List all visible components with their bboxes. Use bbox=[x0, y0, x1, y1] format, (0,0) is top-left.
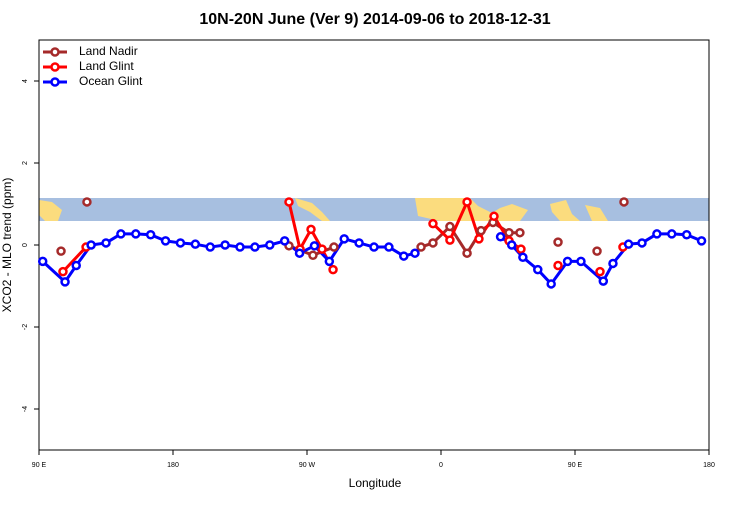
land bbox=[415, 198, 528, 221]
data-point bbox=[205, 242, 215, 252]
data-point bbox=[399, 251, 409, 261]
data-point bbox=[637, 238, 647, 248]
data-point bbox=[595, 266, 605, 277]
data-point bbox=[145, 230, 156, 240]
data-point bbox=[495, 232, 506, 242]
data-point bbox=[265, 240, 275, 250]
data-point bbox=[516, 244, 526, 254]
data-point bbox=[462, 197, 472, 207]
legend-label: Land Glint bbox=[79, 59, 134, 73]
data-point bbox=[608, 258, 618, 269]
data-point bbox=[681, 230, 692, 240]
data-point bbox=[515, 227, 525, 238]
data-point bbox=[652, 229, 662, 239]
data-point bbox=[220, 240, 230, 250]
data-point bbox=[56, 246, 66, 256]
data-point bbox=[101, 238, 111, 248]
legend-marker bbox=[50, 47, 60, 57]
chart-title: 10N-20N June (Ver 9) 2014-09-06 to 2018-… bbox=[199, 11, 550, 28]
data-point bbox=[37, 256, 48, 267]
data-point bbox=[623, 239, 634, 249]
y-tick-label: 4 bbox=[22, 79, 29, 83]
x-axis-label: Longitude bbox=[349, 476, 402, 490]
data-point bbox=[60, 277, 70, 287]
data-point bbox=[160, 236, 171, 246]
data-point bbox=[384, 242, 394, 252]
x-tick-label: 180 bbox=[167, 462, 179, 469]
data-point bbox=[598, 276, 609, 286]
x-tick-label: 0 bbox=[439, 462, 443, 469]
data-point bbox=[619, 197, 629, 207]
data-point bbox=[369, 242, 379, 252]
data-point bbox=[190, 239, 201, 249]
data-point bbox=[504, 227, 514, 238]
data-point bbox=[592, 246, 602, 256]
data-point bbox=[82, 197, 92, 207]
data-point bbox=[562, 256, 573, 267]
y-tick-label: -4 bbox=[22, 406, 29, 412]
x-tick-label: 180 bbox=[703, 462, 715, 469]
land bbox=[585, 205, 608, 221]
data-point bbox=[667, 229, 677, 239]
data-point bbox=[546, 279, 556, 289]
land bbox=[39, 200, 62, 221]
data-point bbox=[506, 240, 517, 250]
x-tick-label: 90 E bbox=[32, 462, 47, 469]
land bbox=[550, 200, 580, 221]
data-point bbox=[445, 221, 455, 232]
data-point bbox=[309, 241, 320, 251]
y-axis-label: XCO2 - MLO trend (ppm) bbox=[0, 178, 14, 313]
data-point bbox=[306, 224, 316, 235]
legend-marker bbox=[50, 77, 60, 87]
land bbox=[295, 198, 330, 221]
legend-label: Ocean Glint bbox=[79, 74, 143, 88]
data-point bbox=[696, 236, 707, 246]
data-point bbox=[410, 248, 420, 258]
data-point bbox=[428, 238, 438, 248]
x-tick-label: 90 W bbox=[299, 462, 316, 469]
y-tick-label: 2 bbox=[22, 161, 29, 165]
data-point bbox=[445, 235, 455, 245]
data-point bbox=[476, 225, 486, 236]
ocean-band bbox=[39, 198, 709, 221]
legend-label: Land Nadir bbox=[79, 44, 138, 58]
data-point bbox=[116, 229, 126, 239]
data-point bbox=[462, 248, 472, 258]
data-point bbox=[279, 236, 290, 246]
legend-marker bbox=[50, 62, 60, 72]
map-strip bbox=[39, 198, 709, 221]
data-point bbox=[235, 242, 245, 252]
y-tick-label: 0 bbox=[22, 243, 29, 247]
data-point bbox=[58, 266, 68, 277]
data-point bbox=[576, 256, 586, 267]
data-point bbox=[71, 260, 81, 271]
data-point bbox=[518, 252, 528, 263]
data-point bbox=[175, 238, 186, 248]
data-point bbox=[553, 237, 563, 247]
y-tick-label: -2 bbox=[22, 324, 29, 330]
data-point bbox=[339, 234, 349, 244]
data-point bbox=[329, 242, 339, 252]
data-point bbox=[324, 256, 335, 267]
data-point bbox=[328, 264, 338, 275]
data-point bbox=[131, 229, 141, 239]
data-point bbox=[86, 240, 96, 250]
data-point bbox=[428, 218, 438, 229]
x-tick-label: 90 E bbox=[568, 462, 583, 469]
data-point bbox=[354, 238, 364, 248]
data-point bbox=[250, 242, 260, 252]
data-point bbox=[294, 248, 305, 258]
data-point bbox=[474, 234, 484, 244]
data-point bbox=[308, 250, 318, 260]
data-point bbox=[284, 197, 294, 207]
data-point bbox=[317, 244, 327, 254]
data-point bbox=[416, 242, 426, 252]
data-point bbox=[489, 211, 499, 222]
data-point bbox=[553, 260, 563, 271]
data-point bbox=[533, 264, 543, 275]
